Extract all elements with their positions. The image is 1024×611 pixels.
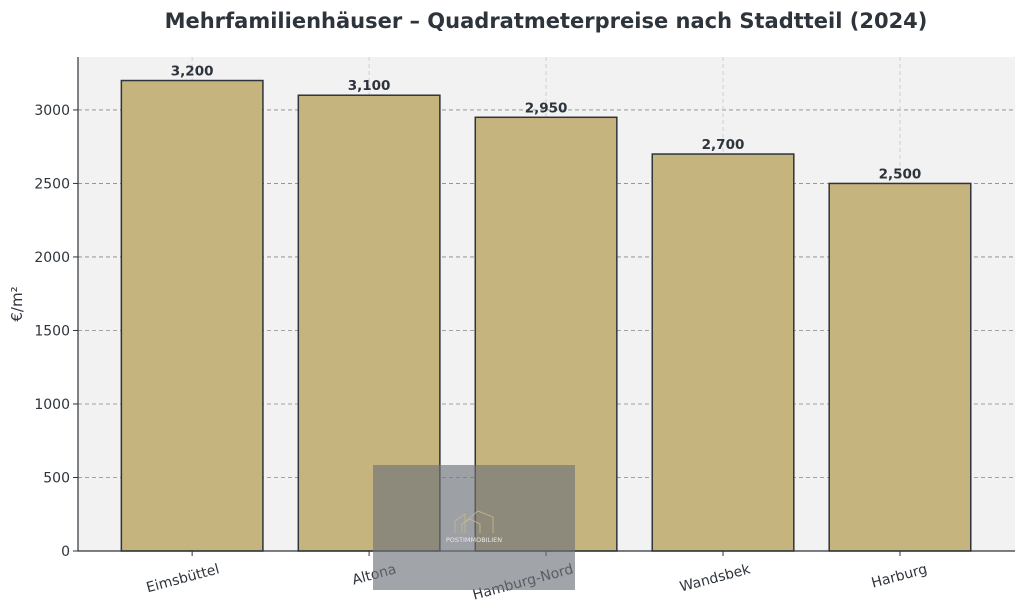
x-tick-label: Wandsbek	[678, 561, 753, 595]
bar-wandsbek	[651, 153, 795, 552]
y-tick-label: 1500	[34, 323, 70, 339]
chart-title: Mehrfamilienhäuser – Quadratmeterpreise …	[165, 9, 928, 33]
data-label: 3,200	[171, 64, 214, 80]
house-logo-icon	[454, 510, 494, 533]
bar-eimsbüttel	[120, 79, 264, 552]
watermark-box	[373, 465, 575, 590]
y-tick-label: 500	[43, 470, 70, 486]
data-label: 3,100	[348, 78, 391, 94]
data-label: 2,500	[879, 166, 922, 182]
x-tick-label: Harburg	[870, 561, 929, 591]
y-tick-label: 1000	[34, 397, 70, 413]
watermark-text: POSTIMMOBILIEN	[446, 536, 502, 544]
y-tick-label: 0	[61, 544, 70, 560]
watermark: POSTIMMOBILIEN	[373, 465, 575, 590]
y-axis-label: €/m²	[8, 286, 26, 321]
y-tick-label: 2500	[34, 176, 70, 192]
data-label: 2,700	[702, 137, 745, 153]
x-tick-label: Eimsbüttel	[145, 561, 222, 596]
bar-harburg	[828, 182, 972, 552]
y-tick-label: 3000	[34, 103, 70, 119]
data-label: 2,950	[525, 100, 568, 116]
y-tick-label: 2000	[34, 250, 70, 266]
